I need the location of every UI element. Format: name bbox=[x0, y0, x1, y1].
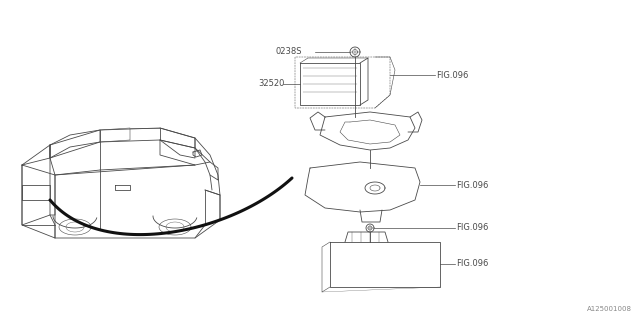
Text: FIG.096: FIG.096 bbox=[436, 70, 468, 79]
Text: 0238S: 0238S bbox=[275, 47, 301, 57]
Text: A125001008: A125001008 bbox=[587, 306, 632, 312]
Text: FIG.096: FIG.096 bbox=[456, 260, 488, 268]
Text: 32520: 32520 bbox=[258, 79, 284, 89]
Text: FIG.096: FIG.096 bbox=[456, 180, 488, 189]
Text: FIG.096: FIG.096 bbox=[456, 223, 488, 233]
